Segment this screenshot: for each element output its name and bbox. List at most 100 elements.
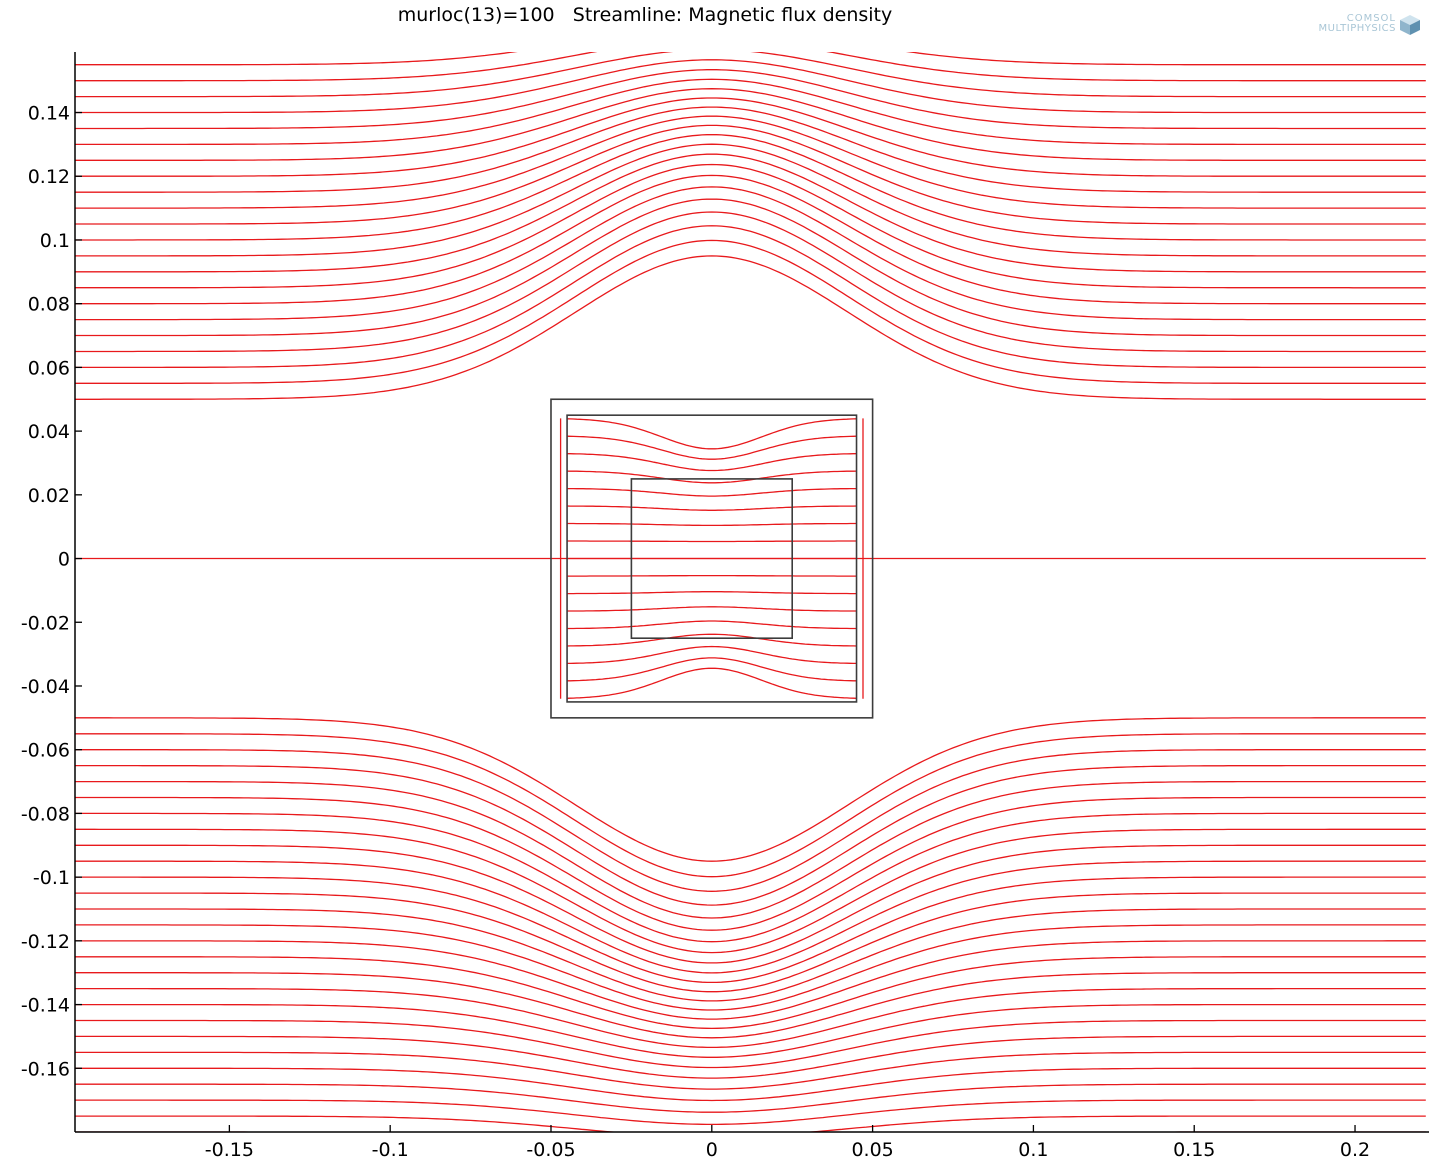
streamline xyxy=(75,924,1426,1011)
streamline xyxy=(75,17,1426,49)
streamline xyxy=(75,812,1426,943)
streamline xyxy=(75,876,1426,984)
y-tick-label: 0.04 xyxy=(28,421,70,443)
streamline xyxy=(567,418,857,450)
y-tick-label: 0.12 xyxy=(28,166,70,188)
streamline xyxy=(75,225,1426,369)
y-tick-label: -0.02 xyxy=(21,612,70,634)
streamline xyxy=(75,1148,1426,1160)
y-tick-label: 0.02 xyxy=(28,485,70,507)
streamline xyxy=(75,828,1426,954)
logo-line-2: MULTIPHYSICS xyxy=(1318,23,1396,34)
streamline xyxy=(75,796,1426,931)
streamline xyxy=(75,940,1426,1020)
streamline xyxy=(75,717,1426,862)
geometry-box-3 xyxy=(630,478,794,639)
x-tick-label: 0 xyxy=(706,1139,718,1160)
y-tick-label: 0.14 xyxy=(28,103,70,125)
y-tick-label: -0.08 xyxy=(21,803,70,825)
streamline xyxy=(75,749,1426,892)
y-tick-label: -0.14 xyxy=(21,995,70,1017)
streamline xyxy=(75,88,1426,161)
streamline xyxy=(75,908,1426,1002)
x-tick-label: 0.1 xyxy=(1018,1139,1048,1160)
streamline xyxy=(75,892,1426,993)
y-tick-label: -0.12 xyxy=(21,931,70,953)
y-tick-label: -0.1 xyxy=(33,867,70,889)
streamline xyxy=(75,69,1426,130)
streamline xyxy=(75,78,1426,146)
streamline xyxy=(75,59,1426,114)
geometry-boxes xyxy=(550,398,874,719)
streamline xyxy=(75,764,1426,906)
streamline xyxy=(75,52,1426,82)
streamline xyxy=(567,606,857,612)
x-tick-label: 0.05 xyxy=(851,1139,893,1160)
y-tick-label: 0.08 xyxy=(28,294,70,316)
streamline xyxy=(567,505,857,511)
streamline xyxy=(567,591,857,595)
streamline xyxy=(75,124,1426,225)
streamline xyxy=(567,435,857,460)
y-tick-label: -0.16 xyxy=(21,1058,70,1080)
x-tick-label: -0.1 xyxy=(372,1139,409,1160)
streamline xyxy=(75,733,1426,878)
streamline xyxy=(75,211,1426,353)
streamline xyxy=(75,1003,1426,1058)
streamline xyxy=(75,956,1426,1030)
streamline xyxy=(75,5,1426,33)
y-tick-label: 0.1 xyxy=(40,230,70,252)
comsol-logo: COMSOL MULTIPHYSICS xyxy=(1319,14,1421,36)
streamline xyxy=(75,134,1426,241)
streamline xyxy=(75,143,1426,257)
streamline xyxy=(75,163,1426,289)
geometry-box-2 xyxy=(566,414,858,703)
streamline xyxy=(75,115,1426,209)
streamline xyxy=(75,52,1426,98)
streamline xyxy=(75,255,1426,400)
y-tick-label: 0.06 xyxy=(28,357,70,379)
plot-title: murloc(13)=100 Streamline: Magnetic flux… xyxy=(397,4,893,26)
streamline xyxy=(75,1131,1426,1132)
geometry-box-1 xyxy=(550,398,874,719)
streamline xyxy=(75,97,1426,177)
streamline xyxy=(75,239,1426,384)
streamline xyxy=(75,860,1426,974)
y-tick-label: -0.06 xyxy=(21,740,70,762)
streamline xyxy=(567,453,857,472)
streamline xyxy=(75,198,1426,337)
streamline xyxy=(75,52,1426,66)
streamline xyxy=(567,620,857,630)
streamline xyxy=(567,522,857,527)
streamlines xyxy=(75,0,1426,1160)
streamline xyxy=(75,174,1426,305)
x-tick-label: 0.15 xyxy=(1173,1139,1215,1160)
streamline xyxy=(75,186,1426,321)
axes: -0.15 -0.1 -0.05 0 0.05 0.1 0.15 0.2 0.14 0.12 0.1… xyxy=(21,52,1429,1160)
streamline xyxy=(75,0,1426,17)
streamline xyxy=(567,487,857,497)
streamline xyxy=(75,1115,1426,1132)
y-tick-label: -0.04 xyxy=(21,676,70,698)
cube-icon xyxy=(1400,15,1420,35)
y-tick-label: 0 xyxy=(58,549,70,571)
x-tick-label: 0.2 xyxy=(1340,1139,1370,1160)
streamline xyxy=(567,645,857,665)
x-tick-label: -0.15 xyxy=(205,1139,254,1160)
streamline xyxy=(75,1051,1426,1090)
logo-line-1: COMSOL xyxy=(1346,13,1396,24)
streamline xyxy=(567,540,857,543)
streamline xyxy=(75,153,1426,273)
streamline xyxy=(75,987,1426,1049)
streamline xyxy=(75,780,1426,919)
streamline xyxy=(75,1035,1426,1079)
streamline xyxy=(567,574,857,577)
streamline xyxy=(567,657,857,682)
x-tick-label: -0.05 xyxy=(526,1139,575,1160)
streamline xyxy=(75,972,1426,1039)
streamline xyxy=(567,667,857,699)
streamline xyxy=(75,0,1426,1)
streamline xyxy=(567,633,857,647)
streamline xyxy=(567,470,857,484)
